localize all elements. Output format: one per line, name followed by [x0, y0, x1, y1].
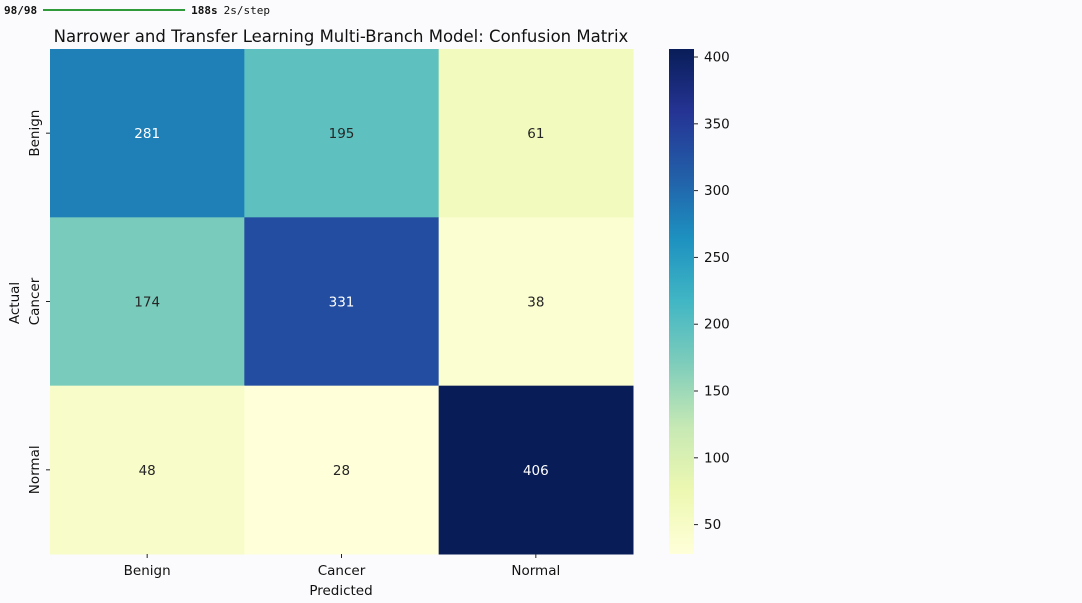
y-tick-label: Benign	[27, 110, 43, 157]
heatmap-cell	[50, 385, 245, 555]
chart-title: Narrower and Transfer Learning Multi-Bra…	[54, 27, 629, 46]
heatmap-cell	[438, 217, 634, 387]
progress-rate: 2s/step	[223, 3, 270, 17]
heatmap-cell	[244, 385, 440, 555]
training-progress-line: 98/98 188s 2s/step	[4, 3, 270, 17]
cell-value-label: 331	[329, 295, 355, 311]
colorbar-tick-label: 100	[704, 450, 730, 466]
cell-value-label: 38	[527, 295, 544, 311]
heatmap-cell	[438, 385, 634, 555]
heatmap-cell	[438, 49, 634, 218]
x-axis-label: Predicted	[309, 583, 372, 599]
colorbar-tick-label: 350	[704, 116, 730, 132]
y-axis-ticks: Benign Cancer Normal	[27, 110, 50, 494]
progress-bar-fill	[43, 9, 186, 11]
colorbar-tick-label: 400	[704, 50, 730, 66]
cell-value-label: 28	[333, 463, 350, 479]
y-tick-label: Normal	[27, 445, 43, 494]
heatmap-cell	[50, 217, 245, 387]
cell-value-label: 174	[134, 295, 160, 311]
colorbar-tick-label: 150	[704, 384, 730, 400]
cell-value-label: 281	[134, 126, 160, 142]
x-tick-label: Normal	[511, 563, 560, 579]
cell-value-label: 48	[139, 463, 156, 479]
colorbar-tick-label: 250	[704, 250, 730, 266]
cell-value-label: 61	[527, 126, 544, 142]
y-axis-label: Actual	[7, 282, 23, 324]
x-tick-label: Cancer	[318, 563, 366, 579]
colorbar-ticks: 50 100 150 200 250 300 350 400	[694, 50, 730, 533]
x-axis-ticks: Benign Cancer Normal	[124, 554, 560, 579]
heatmap-cell	[244, 49, 440, 218]
heatmap-cell	[50, 49, 245, 218]
x-tick-label: Benign	[124, 563, 171, 579]
progress-bar	[43, 9, 186, 11]
colorbar-tick-label: 200	[704, 317, 730, 333]
cell-value-label: 406	[523, 463, 549, 479]
progress-step-count: 98/98	[4, 3, 38, 17]
y-tick-label: Cancer	[27, 277, 43, 325]
colorbar	[669, 49, 694, 554]
colorbar-tick-label: 50	[704, 517, 721, 533]
heatmap-cell	[244, 217, 440, 387]
colorbar-tick-label: 300	[704, 183, 730, 199]
cell-value-label: 195	[329, 126, 355, 142]
heatmap-cells: 281 195 61 174 331 38 48 28 406	[50, 49, 634, 555]
progress-elapsed: 188s	[191, 3, 218, 17]
